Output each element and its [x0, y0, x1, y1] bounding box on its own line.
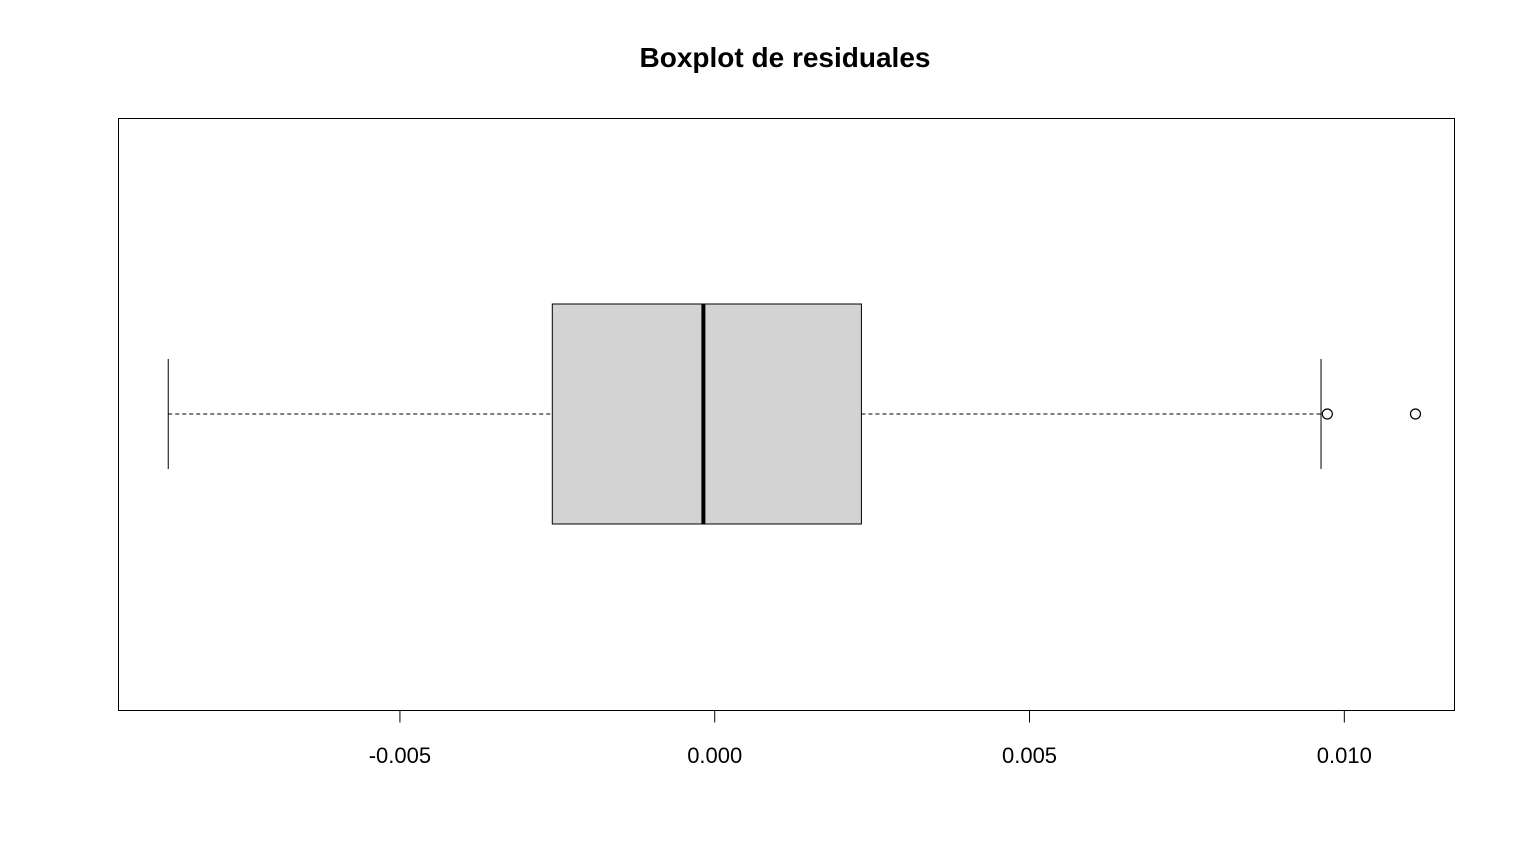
- outlier-point: [1409, 408, 1422, 420]
- outlier-point: [1321, 408, 1333, 420]
- x-tick-label: 0.010: [1317, 743, 1372, 768]
- boxplot: [167, 303, 1422, 525]
- chart-title: Boxplot de residuales: [639, 42, 931, 73]
- plot-frame: [118, 118, 1455, 711]
- x-tick-label: -0.005: [369, 743, 431, 768]
- interquartile-box: [551, 303, 862, 525]
- x-tick-label: 0.000: [687, 743, 742, 768]
- x-tick-label: 0.005: [1002, 743, 1057, 768]
- x-axis: -0.005 0.000 0.005 0.010: [369, 710, 1372, 768]
